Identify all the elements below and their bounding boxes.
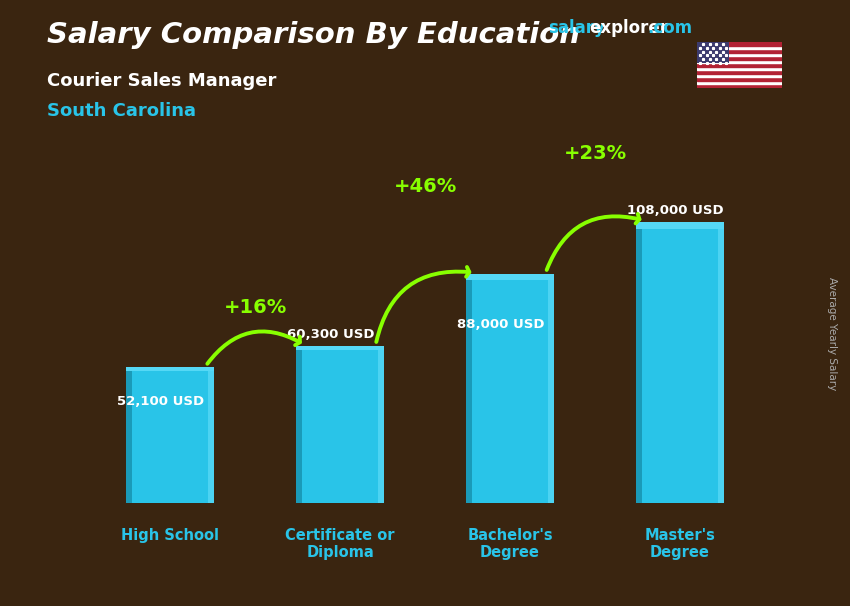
Text: .com: .com [648,19,693,38]
Text: Salary Comparison By Education: Salary Comparison By Education [47,21,580,49]
Bar [697,53,782,56]
Bar [296,346,302,503]
Bar [697,84,782,88]
Bar [697,64,782,67]
Bar [296,346,384,503]
Bar [697,42,782,46]
Bar [208,367,214,503]
Bar [636,222,642,503]
Text: High School: High School [121,528,219,543]
Bar [636,222,724,229]
Text: +16%: +16% [224,299,286,318]
Bar [636,222,724,503]
Bar [466,274,554,503]
Bar [466,274,472,503]
Text: salary: salary [548,19,605,38]
Text: 52,100 USD: 52,100 USD [117,395,204,408]
Bar [126,367,214,503]
Text: 108,000 USD: 108,000 USD [627,204,724,217]
Bar [697,67,782,70]
Text: +46%: +46% [394,178,456,196]
Text: Master's
Degree: Master's Degree [644,528,716,560]
Bar [697,74,782,78]
Text: Average Yearly Salary: Average Yearly Salary [827,277,837,390]
Text: 60,300 USD: 60,300 USD [287,328,375,341]
Bar [378,346,384,503]
Bar [718,222,724,503]
Bar [296,346,384,350]
Text: Bachelor's
Degree: Bachelor's Degree [468,528,552,560]
Bar [548,274,554,503]
Bar [126,367,132,503]
Bar [697,56,782,60]
Text: +23%: +23% [564,144,626,163]
Bar [697,78,782,81]
Bar [126,367,214,371]
Bar [697,46,782,50]
Bar [466,274,554,279]
Text: 88,000 USD: 88,000 USD [457,318,545,331]
Text: Certificate or
Diploma: Certificate or Diploma [286,528,394,560]
Text: Courier Sales Manager: Courier Sales Manager [47,72,276,90]
Bar [697,70,782,74]
Bar [697,60,782,64]
Text: South Carolina: South Carolina [47,102,196,120]
Bar [697,50,782,53]
Text: explorer: explorer [589,19,668,38]
Bar [697,81,782,84]
Bar [697,42,729,64]
